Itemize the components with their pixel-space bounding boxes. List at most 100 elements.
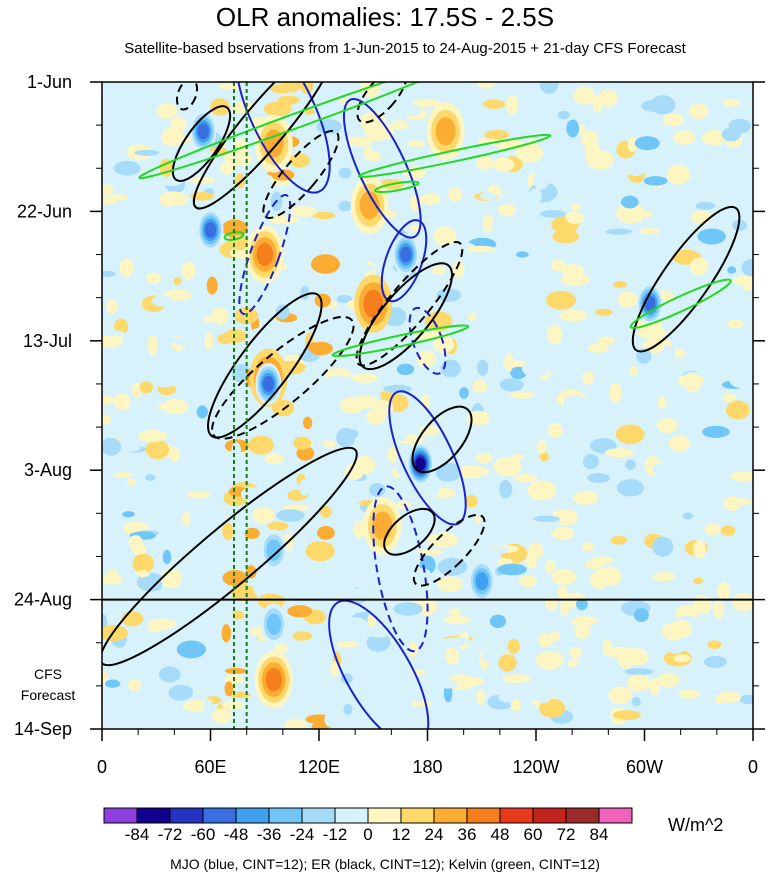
anomaly-patch: [551, 569, 577, 585]
er-contour: [262, 129, 340, 219]
anomaly-patch: [613, 710, 641, 720]
anomaly-patch: [538, 633, 553, 647]
anomaly-patch: [499, 378, 524, 392]
anomaly-patch: [482, 214, 493, 233]
anomaly-patch: [345, 463, 364, 481]
anomaly-patch: [299, 478, 309, 496]
anomaly-patch: [491, 546, 509, 554]
forecast-label-line2: Forecast: [20, 687, 76, 703]
anomaly-patch: [578, 721, 608, 729]
anomaly-patch: [170, 337, 196, 346]
anomaly-patch: [673, 130, 696, 145]
anomaly-patch: [588, 311, 598, 323]
anomaly-patch: [212, 708, 232, 724]
anomaly-patch: [526, 405, 548, 420]
colorbar-swatch: [565, 807, 600, 824]
x-tick-label: 0: [748, 757, 758, 777]
anomaly-patch: [703, 656, 728, 668]
anomaly-patch: [607, 505, 635, 525]
anomaly-patch: [592, 101, 603, 113]
anomaly-patch: [102, 414, 112, 426]
negative-anomaly: [400, 246, 412, 263]
anomaly-patch: [477, 82, 495, 89]
anomaly-patch: [280, 82, 302, 93]
kelvin-contour: [629, 278, 732, 330]
anomaly-patch: [721, 127, 741, 142]
anomaly-patch: [134, 149, 160, 156]
anomaly-patch: [565, 211, 585, 224]
anomaly-patch: [563, 395, 587, 412]
reference-lines: [102, 82, 753, 729]
anomaly-patch: [275, 347, 304, 356]
x-tick-label: 0: [97, 757, 107, 777]
mjo-contour: [328, 599, 430, 729]
colorbar-label: 24: [425, 825, 444, 844]
mjo-contour: [372, 485, 429, 653]
anomaly-patch: [682, 512, 693, 520]
anomaly-patch: [627, 674, 651, 692]
anomaly-patch: [445, 647, 459, 665]
anomaly-patch: [604, 448, 635, 458]
anomaly-patch: [668, 435, 691, 452]
anomaly-patch: [576, 434, 587, 446]
anomaly-patch: [732, 275, 753, 285]
anomaly-patch: [494, 222, 509, 233]
er-contour: [211, 315, 355, 440]
anomaly-patch: [336, 294, 352, 304]
anomaly-patch: [109, 275, 134, 283]
anomaly-patch: [473, 516, 482, 523]
colorbar-swatch: [202, 807, 237, 824]
anomaly-patch: [608, 686, 633, 705]
anomaly-patch: [576, 124, 586, 134]
anomaly-patch: [490, 266, 513, 280]
anomaly-patch: [406, 140, 426, 148]
anomaly-patch: [393, 107, 421, 117]
anomaly-patch: [529, 188, 542, 203]
anomaly-patch: [507, 638, 520, 654]
anomaly-patch: [148, 618, 177, 630]
positive-anomaly: [265, 668, 283, 692]
anomaly-patch: [720, 525, 736, 536]
anomaly-patch: [342, 588, 372, 601]
anomaly-patch: [211, 307, 229, 325]
anomaly-patch: [551, 447, 569, 463]
anomaly-patch: [126, 478, 136, 486]
anomaly-patch: [342, 617, 368, 633]
anomaly-patch: [595, 308, 613, 316]
anomaly-patch: [102, 184, 114, 196]
anomaly-patch: [446, 376, 455, 389]
anomaly-patch: [570, 607, 598, 615]
anomaly-patch: [546, 290, 576, 310]
anomaly-patch: [442, 201, 456, 219]
anomaly-patch: [448, 608, 462, 616]
anomaly-patch: [452, 260, 465, 279]
colorbar-label: 48: [491, 825, 510, 844]
forecast-label-line1: CFS: [34, 666, 62, 682]
positive-anomaly: [359, 191, 380, 220]
negative-anomaly: [204, 222, 217, 238]
anomaly-patch: [468, 550, 479, 560]
anomaly-patch: [540, 210, 566, 218]
anomaly-patch: [123, 417, 138, 425]
anomaly-patch: [515, 143, 544, 163]
colorbar-swatch: [532, 807, 567, 824]
anomaly-patch: [305, 541, 335, 562]
anomaly-patch: [263, 101, 292, 117]
anomaly-patch: [338, 200, 352, 212]
anomaly-patch: [476, 155, 493, 171]
anomaly-patch: [157, 402, 183, 411]
positive-anomaly: [256, 242, 274, 267]
anomaly-patch: [157, 103, 178, 119]
anomaly-patch: [340, 98, 351, 105]
anomaly-patch: [631, 122, 659, 131]
anomaly-patch: [275, 304, 290, 320]
anomaly-patch: [552, 229, 580, 244]
anomaly-patch: [732, 593, 753, 611]
anomaly-patch: [631, 696, 641, 707]
anomaly-patch: [498, 204, 516, 217]
anomaly-patch: [652, 571, 676, 582]
anomaly-patch: [181, 261, 196, 281]
y-tick-label: 13-Jul: [23, 331, 72, 351]
anomaly-patch: [472, 380, 488, 393]
